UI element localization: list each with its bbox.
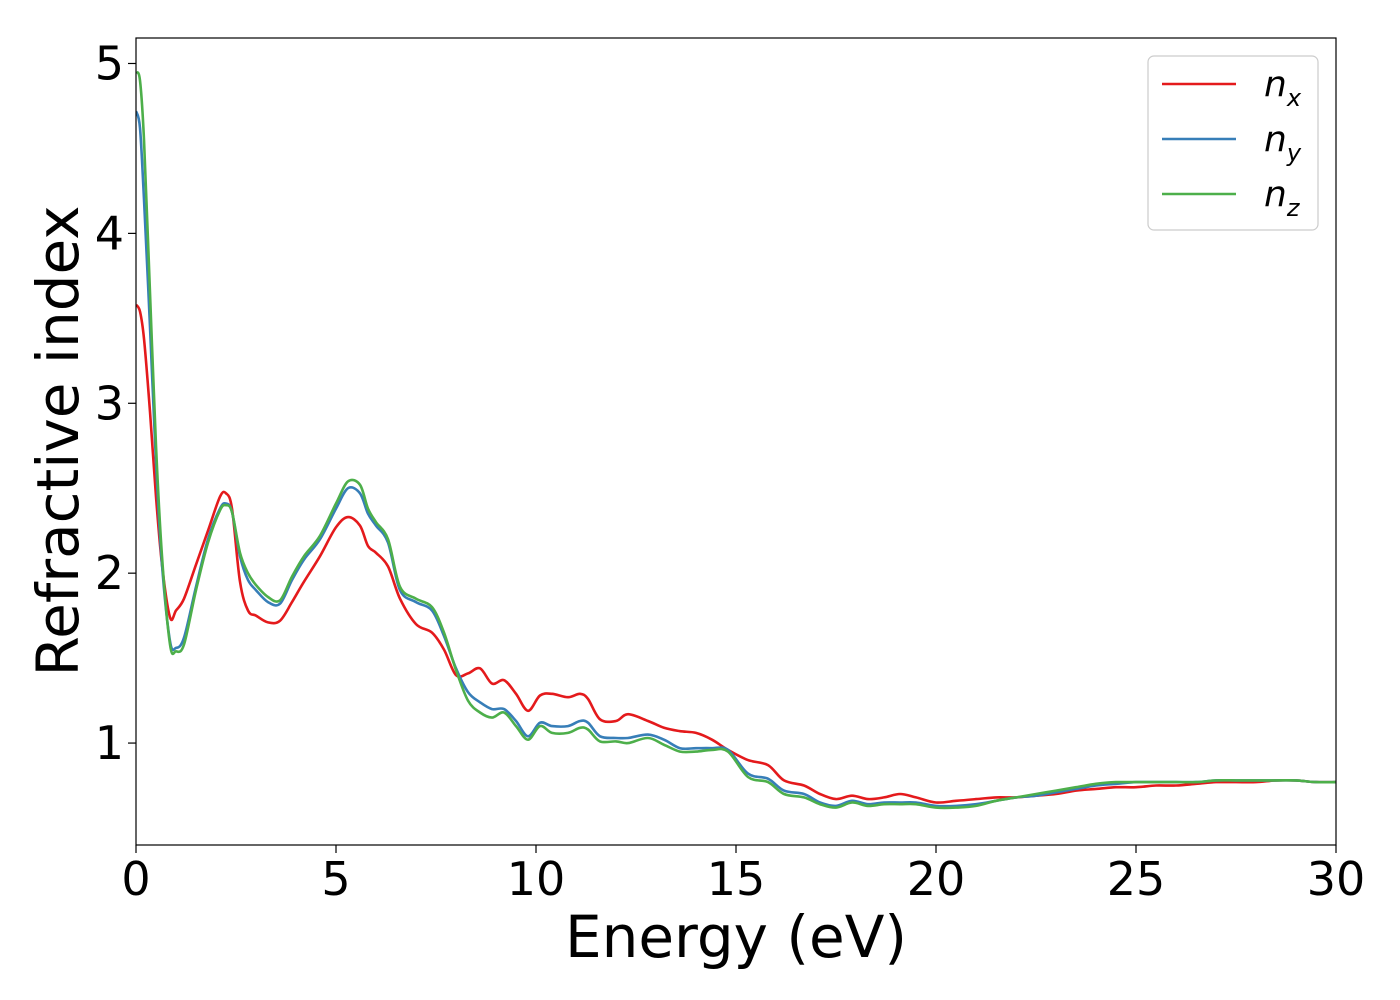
series-layer	[136, 70, 1336, 810]
plot-area-background	[136, 38, 1336, 845]
y-axis-label: Refractive index	[24, 205, 92, 676]
legend-box	[1147, 55, 1319, 231]
x-tick-label: 10	[507, 852, 566, 906]
y-tick-label: 5	[95, 36, 124, 90]
y-tick-label: 3	[95, 376, 124, 430]
x-tick-label: 15	[707, 852, 766, 906]
x-axis-label: Energy (eV)	[565, 903, 907, 971]
series-line-nx	[136, 303, 1336, 804]
series-line-nz	[136, 70, 1336, 810]
x-tick-label: 5	[321, 852, 350, 906]
x-tick-label: 25	[1107, 852, 1166, 906]
y-axis-ticks: 1 2 3 4 5	[95, 36, 136, 770]
y-tick-label: 1	[95, 716, 124, 770]
x-axis-ticks: 0 5 10 15 20 25 30	[121, 845, 1365, 906]
x-tick-label: 0	[121, 852, 150, 906]
x-tick-label: 20	[907, 852, 966, 906]
x-tick-label: 30	[1307, 852, 1366, 906]
y-tick-label: 4	[95, 206, 124, 260]
y-tick-label: 2	[95, 546, 124, 600]
